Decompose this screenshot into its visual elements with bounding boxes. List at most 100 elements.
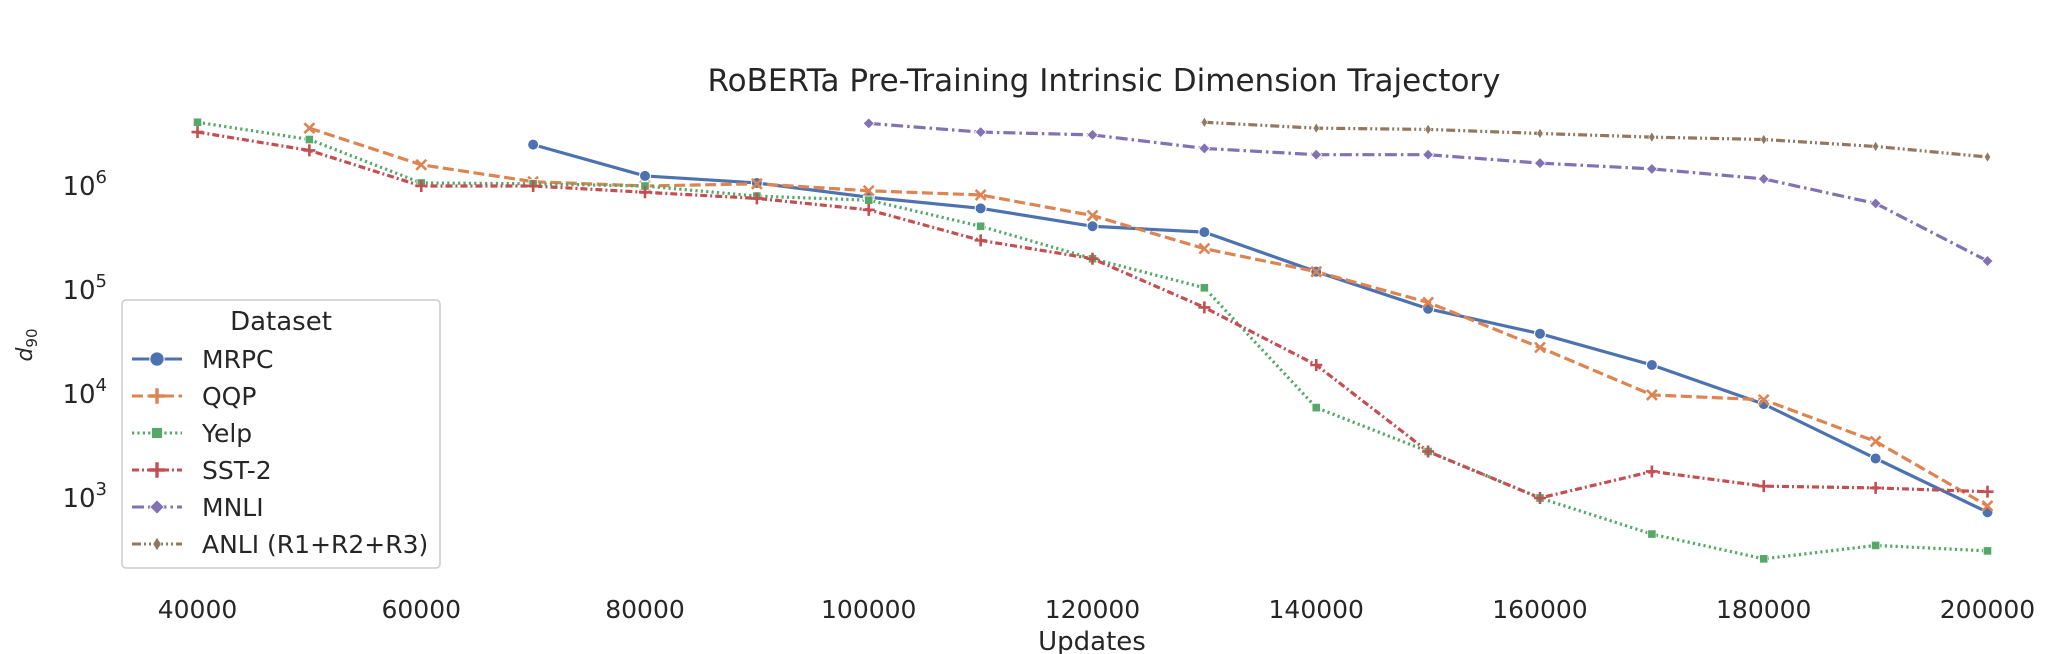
legend-label: MNLI bbox=[202, 493, 264, 522]
y-axis-label: d90 bbox=[13, 328, 41, 361]
y-tick-exponent: 4 bbox=[96, 375, 107, 396]
data-point-qqp bbox=[1981, 499, 1994, 512]
legend-label: QQP bbox=[202, 382, 256, 411]
data-point-mnli bbox=[1869, 197, 1882, 210]
legend: Dataset MRPC QQP Yelp SST-2 MNLI ANLI (R1+R2+… bbox=[121, 299, 441, 569]
data-point-sst-2 bbox=[1645, 465, 1658, 478]
data-point-mnli bbox=[862, 117, 875, 130]
data-point-anli-r1-r2-r3 bbox=[1760, 133, 1768, 146]
data-point-yelp bbox=[1647, 529, 1657, 539]
data-point-mrpc bbox=[1534, 327, 1546, 340]
legend-item-mnli: MNLI bbox=[132, 493, 264, 522]
legend-title: Dataset bbox=[230, 307, 332, 337]
data-point-mnli bbox=[1533, 157, 1547, 170]
data-point-yelp bbox=[1199, 283, 1209, 293]
legend-frame bbox=[121, 299, 441, 569]
data-point-qqp bbox=[1645, 388, 1658, 401]
data-point-anli-r1-r2-r3 bbox=[1424, 123, 1432, 136]
data-point-sst-2 bbox=[1422, 445, 1435, 458]
data-point-qqp bbox=[303, 122, 316, 135]
legend-marker-icon bbox=[149, 499, 165, 515]
data-point-sst-2 bbox=[974, 234, 987, 247]
data-point-qqp bbox=[750, 177, 763, 190]
data-point-mrpc bbox=[1645, 359, 1658, 372]
data-point-qqp bbox=[415, 158, 428, 171]
data-point-sst-2 bbox=[862, 203, 875, 216]
data-point-anli-r1-r2-r3 bbox=[1200, 116, 1208, 129]
series-points-mrpc bbox=[527, 138, 1994, 519]
legend-marker-icon bbox=[149, 388, 165, 404]
data-point-qqp bbox=[974, 189, 987, 201]
data-point-mnli bbox=[1422, 148, 1435, 161]
legend-item-mrpc: MRPC bbox=[132, 345, 273, 374]
legend-item-yelp: Yelp bbox=[132, 419, 252, 448]
data-point-sst-2 bbox=[1198, 301, 1211, 314]
series-line-sst-2 bbox=[197, 130, 1988, 500]
data-point-anli-r1-r2-r3 bbox=[1648, 131, 1656, 143]
data-point-yelp bbox=[192, 117, 203, 127]
data-point-mnli bbox=[1645, 162, 1658, 175]
data-point-yelp bbox=[304, 134, 314, 145]
y-tick-label: 106 bbox=[62, 167, 107, 202]
data-point-sst-2 bbox=[1981, 485, 1994, 498]
legend-marker-icon bbox=[151, 427, 163, 439]
series-points-anli-r1-r2-r3 bbox=[1200, 116, 1992, 163]
legend-item-anli-r1-r2-r3: ANLI (R1+R2+R3) bbox=[132, 530, 428, 559]
y-tick-exponent: 5 bbox=[96, 271, 107, 292]
y-axis-label-subscript: 90 bbox=[23, 328, 41, 347]
series-line-mrpc bbox=[532, 143, 1989, 514]
data-point-mrpc bbox=[1086, 220, 1099, 233]
data-point-sst-2 bbox=[1310, 359, 1323, 372]
x-tick-label: 100000 bbox=[821, 595, 916, 624]
x-tick-label: 160000 bbox=[1492, 595, 1587, 624]
data-point-qqp bbox=[1086, 209, 1099, 222]
data-point-yelp bbox=[1759, 554, 1769, 564]
series-lines bbox=[197, 120, 1989, 561]
y-tick-base: 10 bbox=[62, 172, 95, 202]
data-point-mnli bbox=[1198, 142, 1211, 155]
legend-item-sst-2: SST-2 bbox=[132, 456, 272, 485]
x-axis-ticks: 40000 60000 80000 100000 120000 140000 160000 1… bbox=[158, 595, 2035, 624]
data-point-sst-2 bbox=[191, 126, 204, 139]
y-axis-label-main: d bbox=[13, 347, 38, 362]
data-point-mrpc bbox=[974, 202, 987, 215]
series-line-anli-r1-r2-r3 bbox=[1204, 120, 1988, 159]
data-point-mrpc bbox=[1869, 452, 1882, 465]
data-point-qqp bbox=[1757, 393, 1770, 406]
legend-marker-icon bbox=[152, 536, 162, 552]
series-markers bbox=[191, 116, 1994, 564]
legend-marker-icon bbox=[149, 462, 165, 478]
series-line-mnli bbox=[868, 121, 1989, 263]
data-point-qqp bbox=[1534, 341, 1546, 354]
x-tick-label: 40000 bbox=[158, 595, 238, 624]
data-point-qqp bbox=[1869, 435, 1882, 448]
data-point-qqp bbox=[1198, 242, 1211, 255]
data-point-sst-2 bbox=[639, 186, 651, 199]
series-points-sst-2 bbox=[191, 126, 1994, 504]
data-point-sst-2 bbox=[1869, 481, 1882, 494]
data-point-sst-2 bbox=[1534, 492, 1546, 504]
svg-text:d90: d90 bbox=[13, 328, 41, 361]
data-point-yelp bbox=[976, 221, 986, 231]
y-tick-label: 103 bbox=[62, 479, 107, 514]
data-point-anli-r1-r2-r3 bbox=[1983, 151, 1992, 163]
y-tick-exponent: 6 bbox=[96, 167, 107, 188]
data-point-mrpc bbox=[639, 169, 651, 182]
chart-title: RoBERTa Pre-Training Intrinsic Dimension… bbox=[707, 63, 1500, 99]
y-tick-label: 105 bbox=[62, 271, 107, 306]
x-tick-label: 80000 bbox=[605, 595, 685, 624]
y-tick-label: 104 bbox=[62, 375, 107, 410]
data-point-sst-2 bbox=[750, 192, 763, 205]
data-point-mnli bbox=[1757, 172, 1770, 185]
legend-label: ANLI (R1+R2+R3) bbox=[202, 530, 428, 559]
data-point-yelp bbox=[1311, 402, 1321, 413]
data-point-mnli bbox=[1310, 148, 1323, 161]
series-points-mnli bbox=[862, 117, 1994, 268]
data-point-yelp bbox=[1982, 546, 1993, 556]
data-point-sst-2 bbox=[527, 180, 540, 192]
y-tick-base: 10 bbox=[62, 484, 95, 514]
y-tick-base: 10 bbox=[62, 380, 95, 410]
series-line-yelp bbox=[197, 120, 1988, 561]
